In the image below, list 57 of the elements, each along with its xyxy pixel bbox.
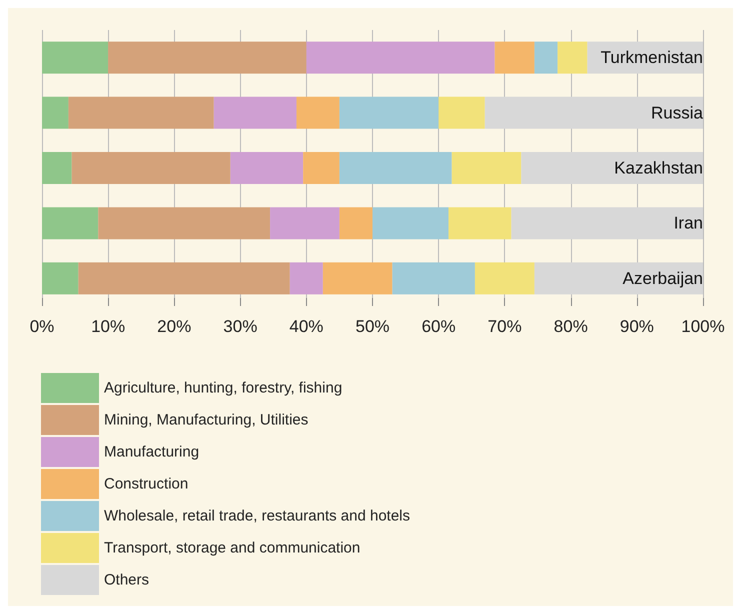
bar xyxy=(438,96,485,129)
legend-label: Agriculture, hunting, forestry, fishing xyxy=(104,380,342,396)
x-tick-label: 40% xyxy=(289,317,324,336)
x-tick-label: 60% xyxy=(422,317,456,336)
x-tick-label: 30% xyxy=(223,317,258,336)
bar xyxy=(303,152,340,184)
bar xyxy=(270,207,340,240)
bar xyxy=(68,96,214,129)
legend-label: Manufacturing xyxy=(104,444,200,460)
bar xyxy=(214,96,296,129)
bar xyxy=(306,42,495,74)
bar xyxy=(72,152,230,184)
bar xyxy=(339,152,452,184)
bar xyxy=(372,207,449,240)
bar xyxy=(98,207,270,240)
y-tick-label: Turkmenistan xyxy=(600,48,703,68)
legend-label: Construction xyxy=(104,476,188,492)
x-tick-label: 10% xyxy=(91,317,126,336)
bar xyxy=(339,96,439,129)
bar xyxy=(42,207,98,240)
bar xyxy=(339,207,372,240)
bar xyxy=(42,152,72,184)
bar xyxy=(108,42,306,74)
bar xyxy=(392,262,475,294)
x-tick-label: 20% xyxy=(157,317,192,336)
bar xyxy=(474,262,534,294)
legend-label: Transport, storage and communication xyxy=(104,540,360,556)
legend-label: Others xyxy=(104,572,150,588)
x-tick-label: 80% xyxy=(554,317,588,336)
bar xyxy=(452,152,522,184)
legend-label: Mining, Manufacturing, Utilities xyxy=(104,412,308,428)
y-tick-label: Azerbaijan xyxy=(622,268,703,288)
x-tick-label: 100% xyxy=(681,317,725,336)
bar xyxy=(558,42,588,74)
bar xyxy=(534,42,558,74)
y-tick-label: Iran xyxy=(674,214,703,233)
bar xyxy=(484,96,703,129)
x-tick-label: 0% xyxy=(30,317,54,336)
bar xyxy=(534,262,703,294)
bar xyxy=(78,262,290,294)
bar xyxy=(511,207,703,240)
bar xyxy=(494,42,534,74)
bar xyxy=(290,262,323,294)
bar xyxy=(296,96,340,129)
y-tick-label: Russia xyxy=(651,103,704,122)
bar xyxy=(521,152,703,184)
x-tick-label: 50% xyxy=(355,317,390,336)
x-tick-label: 90% xyxy=(620,317,654,336)
x-tick-label: 70% xyxy=(488,317,522,336)
y-tick-label: Kazakhstan xyxy=(614,158,703,178)
bar xyxy=(42,42,108,74)
bar xyxy=(448,207,512,240)
bar xyxy=(42,96,68,129)
bar xyxy=(42,262,78,294)
bar xyxy=(230,152,304,184)
legend-label: Wholesale, retail trade, restaurants and hotels xyxy=(104,508,410,524)
bar xyxy=(322,262,392,294)
